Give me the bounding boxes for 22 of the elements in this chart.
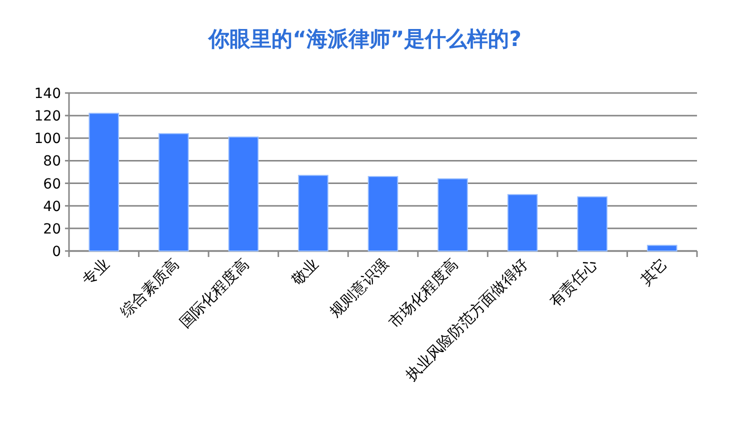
x-tick-label: 敬业 (288, 255, 322, 290)
y-tick-label: 60 (43, 176, 61, 192)
y-tick-label: 100 (34, 131, 61, 148)
y-tick-label: 20 (43, 221, 61, 238)
y-tick-label: 40 (43, 198, 61, 215)
bar (368, 176, 398, 252)
bar (507, 194, 538, 252)
x-tick-label: 专业 (78, 255, 113, 290)
bar (577, 196, 608, 252)
bar (438, 178, 468, 252)
y-tick-label: 0 (52, 244, 61, 260)
bar (88, 112, 120, 252)
y-tick-label: 120 (34, 108, 61, 125)
chart-title: 你眼里的“海派律师”是什么样的? (208, 27, 522, 51)
bar (158, 133, 189, 252)
x-tick-label: 其它 (637, 255, 671, 290)
y-tick-label: 80 (43, 154, 61, 170)
x-tick-label: 有责任心 (546, 255, 602, 310)
y-tick-label: 140 (34, 86, 61, 102)
bar (298, 174, 328, 252)
bar (646, 244, 678, 252)
bar (228, 136, 259, 252)
